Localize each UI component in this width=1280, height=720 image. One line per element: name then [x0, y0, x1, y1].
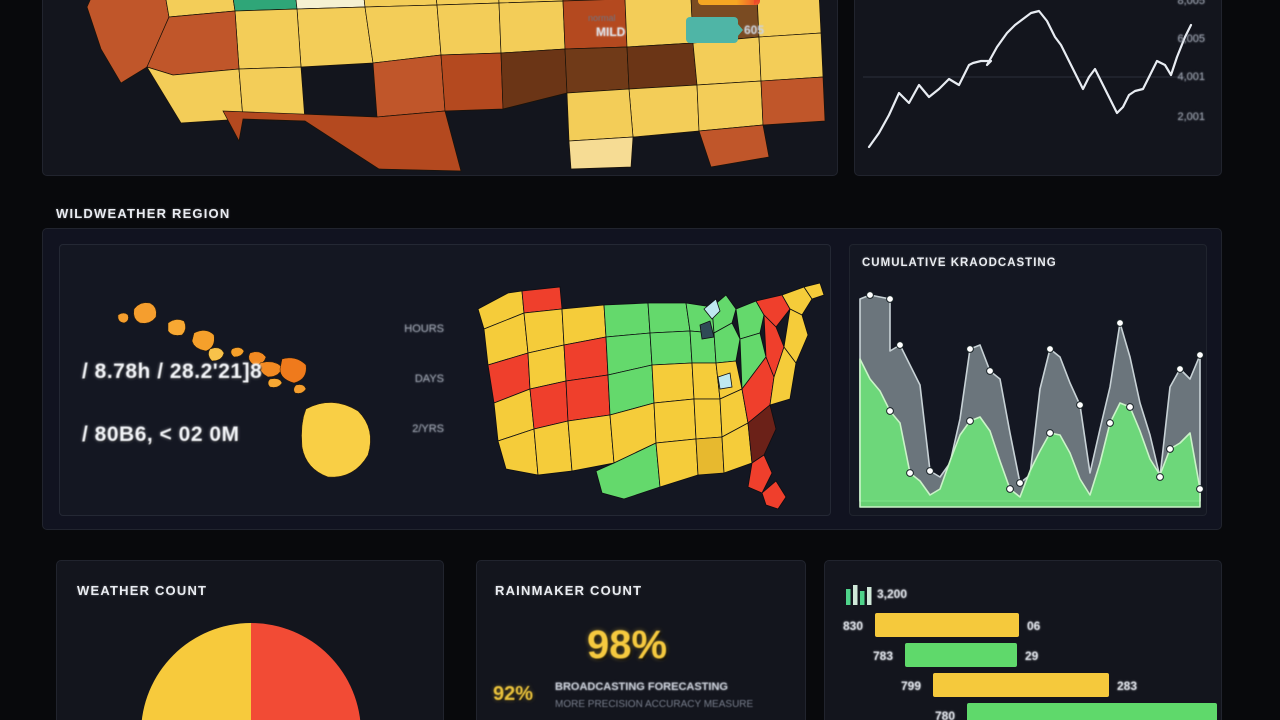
legend-value-1: 605 [744, 23, 765, 37]
legend-sub-1: normal [588, 13, 616, 23]
bar-row-label-left-3: 780 [935, 709, 956, 720]
kpi-desc-line-2: MORE PRECISION ACCURACY MEASURE [555, 699, 754, 710]
hawaii-axis-label-2: 2/YRS [412, 423, 444, 435]
bar-1[interactable] [905, 643, 1017, 667]
us-choropleth-map[interactable] [43, 0, 837, 175]
panel-weather-count-pie: WEATHER COUNT [56, 560, 444, 720]
hawaii-stat-line-0: / 8.78h / 28.2'21]8 [82, 360, 263, 383]
panel-rainmaker-kpi: RAINMAKER COUNT 98% 92% BROADCASTING FOR… [476, 560, 806, 720]
weather-count-pie-chart[interactable] [141, 623, 361, 720]
panel-trend-line: 8,005 6,005 4,001 2,001 [854, 0, 1222, 176]
legend-swatch-mild[interactable] [686, 17, 738, 43]
kpi-desc-line-1: BROADCASTING FORECASTING [555, 681, 728, 693]
bar-row-label-left-0: 830 [843, 619, 864, 633]
legend-swatch-high-risk[interactable] [698, 0, 760, 5]
legend-label-1: MILD [596, 25, 626, 39]
kpi-value: 98% [587, 623, 668, 667]
hawaii-stat-line-1: / 80B6, < 02 0M [82, 423, 240, 446]
line-axis-label-2: 4,001 [1177, 71, 1205, 83]
line-axis-label-3: 2,001 [1177, 111, 1205, 123]
section-header-label: WILDWEATHER REGION [56, 206, 231, 221]
area-chart-title: CUMULATIVE KRAODCASTING [862, 257, 1057, 269]
panel-area-chart: CUMULATIVE KRAODCASTING [849, 244, 1207, 516]
bar-2[interactable] [933, 673, 1109, 697]
legend-label-0: HIGH RISK [561, 0, 623, 1]
bar-icon-label: 3,200 [877, 587, 908, 601]
panel-us-map: severe alert HIGH RISK 705 normal MILD 6… [42, 0, 838, 176]
bar-row-label-right-2: 283 [1117, 679, 1138, 693]
bar-row-label-right-1: 29 [1025, 649, 1039, 663]
panel-hawaii-and-us: / 8.78h / 28.2'21]8 / 80B6, < 02 0M HOUR… [59, 244, 831, 516]
panel-region-section: / 8.78h / 28.2'21]8 / 80B6, < 02 0M HOUR… [42, 228, 1222, 530]
line-axis-label-1: 6,005 [1177, 33, 1205, 45]
pie-chart-title: WEATHER COUNT [77, 583, 208, 598]
legend-swatch-mild-tip [732, 17, 743, 43]
section-header: WILDWEATHER REGION [42, 196, 1222, 232]
kpi-title: RAINMAKER COUNT [495, 583, 643, 598]
cumulative-area-chart[interactable] [856, 283, 1207, 511]
hawaii-axis-label-1: DAYS [414, 373, 444, 385]
us-status-choropleth-map[interactable] [464, 281, 831, 511]
bar-chart-icon [846, 585, 872, 605]
bar-row-label-right-0: 06 [1027, 619, 1041, 633]
hawaii-map[interactable] [110, 287, 410, 497]
panel-bar-chart: 3,200 830 06 783 29 799 283 780 900 [824, 560, 1222, 720]
trend-line-chart[interactable] [855, 0, 1221, 175]
kpi-secondary-value: 92% [493, 683, 534, 705]
line-axis-label-0: 8,005 [1177, 0, 1205, 7]
legend-swatch-high-risk-tip [754, 0, 759, 5]
bar-0[interactable] [875, 613, 1019, 637]
hawaii-axis-label-0: HOURS [404, 323, 444, 335]
bar-row-label-left-1: 783 [873, 649, 894, 663]
bar-row-label-left-2: 799 [901, 679, 922, 693]
bar-3[interactable] [967, 703, 1217, 720]
